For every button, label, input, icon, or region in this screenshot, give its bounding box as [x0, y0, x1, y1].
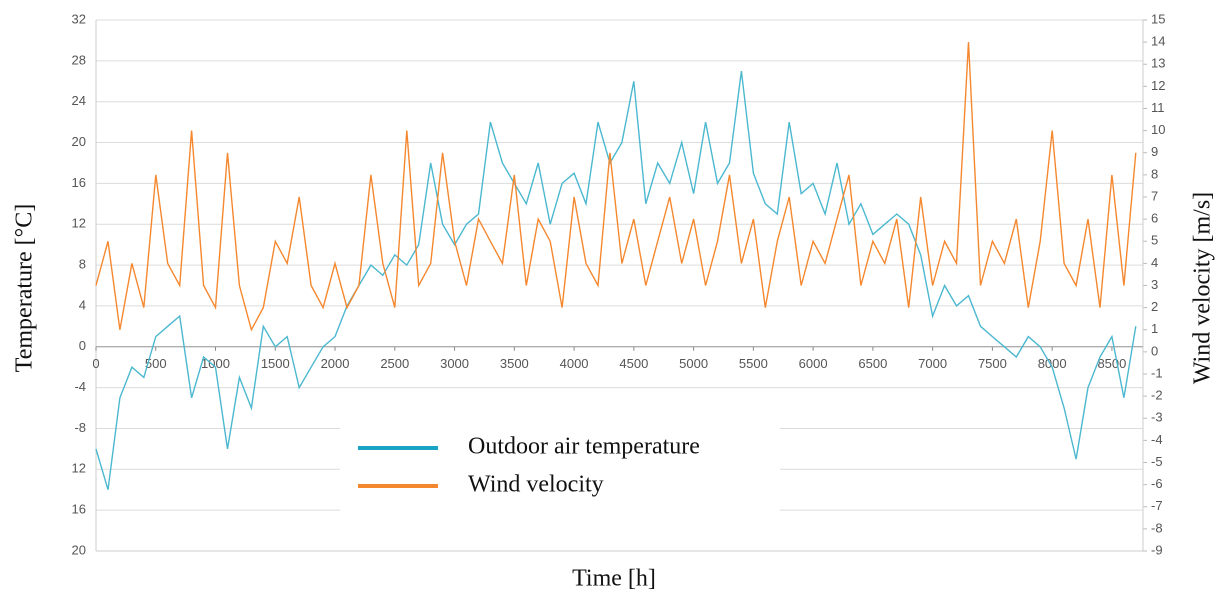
y2-tick-label: 3: [1151, 277, 1158, 292]
x-tick-label: 4500: [619, 356, 648, 371]
series-line: [95, 71, 1137, 490]
x-tick-label: 2000: [321, 356, 350, 371]
y2-tick-label: 6: [1151, 211, 1158, 226]
x-tick-label: 5000: [679, 356, 708, 371]
y2-tick-label: 1: [1151, 321, 1158, 336]
x-tick-label: 8000: [1038, 356, 1067, 371]
y2-tick-label: 15: [1151, 11, 1165, 26]
y2-tick-label: -7: [1151, 498, 1163, 513]
x-tick-label: 1500: [261, 356, 290, 371]
y2-tick-label: -5: [1151, 454, 1163, 469]
x-tick-label: 7500: [978, 356, 1007, 371]
y-tick-label: 12: [72, 216, 86, 231]
y2-tick-label: -1: [1151, 365, 1163, 380]
y2-tick-label: 8: [1151, 166, 1158, 181]
legend-box: [340, 425, 780, 515]
y-axis-title: Temperature [°C]: [12, 204, 38, 373]
y2-tick-label: 4: [1151, 255, 1158, 270]
x-tick-label: 3000: [440, 356, 469, 371]
y-tick-label: -8: [74, 420, 86, 435]
y-tick-label: 12: [72, 461, 86, 476]
y2-tick-label: 0: [1151, 343, 1158, 358]
y-tick-label: 28: [72, 52, 86, 67]
legend-label: Outdoor air temperature: [468, 434, 700, 460]
y-tick-label: 16: [72, 175, 86, 190]
y-tick-label: 16: [72, 502, 86, 517]
y2-axis-title: Wind velocity [m/s]: [1190, 192, 1216, 384]
y-tick-label: 20: [72, 542, 86, 557]
x-tick-label: 8500: [1097, 356, 1126, 371]
y2-tick-label: 9: [1151, 144, 1158, 159]
x-tick-label: 6500: [858, 356, 887, 371]
y-tick-label: 8: [79, 257, 86, 272]
y2-tick-label: 7: [1151, 188, 1158, 203]
y2-tick-label: -8: [1151, 520, 1163, 535]
y2-tick-label: 14: [1151, 34, 1165, 49]
x-tick-label: 0: [92, 356, 99, 371]
y-tick-label: 0: [79, 338, 86, 353]
y2-tick-label: 10: [1151, 122, 1165, 137]
x-tick-label: 2500: [380, 356, 409, 371]
y2-tick-label: 2: [1151, 299, 1158, 314]
y-tick-label: 4: [79, 297, 86, 312]
x-axis-title: Time [h]: [572, 566, 656, 592]
x-tick-label: 5500: [739, 356, 768, 371]
y2-tick-label: 13: [1151, 56, 1165, 71]
y-tick-label: 32: [72, 11, 86, 26]
legend-label: Wind velocity: [468, 472, 604, 498]
y2-tick-label: 12: [1151, 78, 1165, 93]
y2-tick-label: -3: [1151, 410, 1163, 425]
x-tick-label: 500: [145, 356, 167, 371]
y2-tick-label: -6: [1151, 476, 1163, 491]
y-tick-label: -4: [74, 379, 86, 394]
y2-tick-label: -9: [1151, 542, 1163, 557]
x-tick-label: 1000: [201, 356, 230, 371]
x-tick-label: 6000: [799, 356, 828, 371]
y-tick-label: 24: [72, 93, 86, 108]
y-tick-label: 20: [72, 134, 86, 149]
x-tick-label: 4000: [560, 356, 589, 371]
x-tick-label: 7000: [918, 356, 947, 371]
x-tick-label: 3500: [500, 356, 529, 371]
y2-tick-label: 11: [1151, 100, 1165, 115]
y2-tick-label: 5: [1151, 233, 1158, 248]
y2-tick-label: -4: [1151, 432, 1163, 447]
series-line: [95, 42, 1137, 332]
y2-tick-label: -2: [1151, 388, 1163, 403]
